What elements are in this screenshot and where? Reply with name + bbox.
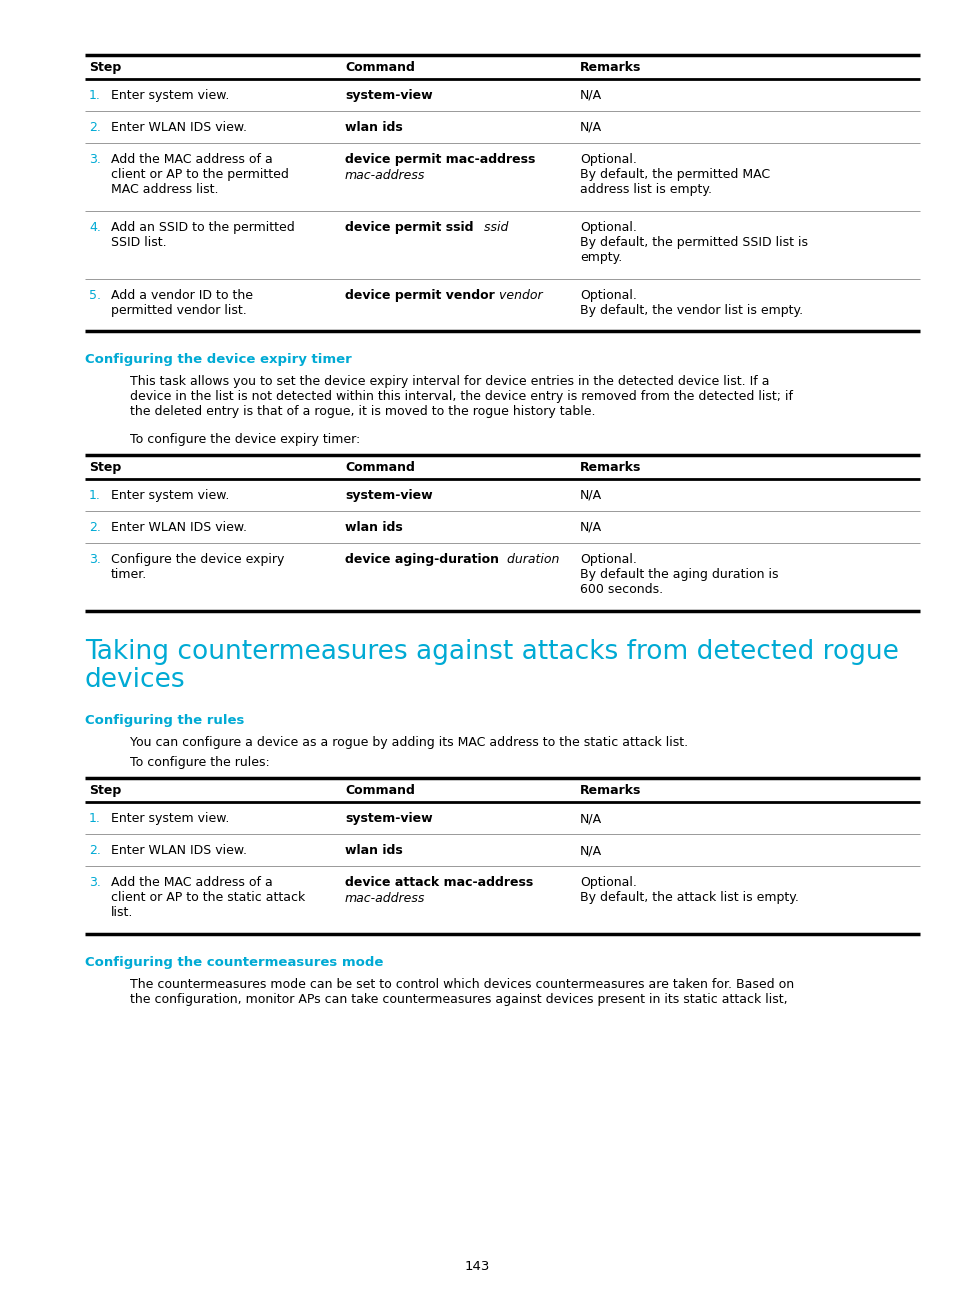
Text: Remarks: Remarks bbox=[579, 784, 640, 797]
Text: Enter system view.: Enter system view. bbox=[111, 813, 229, 826]
Text: wlan ids: wlan ids bbox=[345, 521, 402, 534]
Text: ssid: ssid bbox=[479, 222, 508, 235]
Text: Command: Command bbox=[345, 784, 415, 797]
Text: Enter system view.: Enter system view. bbox=[111, 489, 229, 502]
Text: This task allows you to set the device expiry interval for device entries in the: This task allows you to set the device e… bbox=[130, 375, 792, 419]
Text: Enter system view.: Enter system view. bbox=[111, 89, 229, 102]
Text: 2.: 2. bbox=[89, 844, 101, 857]
Text: Optional.
By default the aging duration is
600 seconds.: Optional. By default the aging duration … bbox=[579, 553, 778, 596]
Text: 1.: 1. bbox=[89, 813, 101, 826]
Text: 4.: 4. bbox=[89, 222, 101, 235]
Text: N/A: N/A bbox=[579, 121, 601, 133]
Text: Taking countermeasures against attacks from detected rogue: Taking countermeasures against attacks f… bbox=[85, 639, 898, 665]
Text: 2.: 2. bbox=[89, 521, 101, 534]
Text: mac-address: mac-address bbox=[345, 892, 425, 905]
Text: Configuring the countermeasures mode: Configuring the countermeasures mode bbox=[85, 956, 383, 969]
Text: Configuring the rules: Configuring the rules bbox=[85, 714, 244, 727]
Text: Configuring the device expiry timer: Configuring the device expiry timer bbox=[85, 353, 352, 365]
Text: N/A: N/A bbox=[579, 844, 601, 857]
Text: device permit vendor: device permit vendor bbox=[345, 289, 495, 302]
Text: device permit mac-address: device permit mac-address bbox=[345, 153, 535, 166]
Text: Remarks: Remarks bbox=[579, 461, 640, 474]
Text: wlan ids: wlan ids bbox=[345, 844, 402, 857]
Text: Add the MAC address of a
client or AP to the static attack
list.: Add the MAC address of a client or AP to… bbox=[111, 876, 305, 919]
Text: Add a vendor ID to the
permitted vendor list.: Add a vendor ID to the permitted vendor … bbox=[111, 289, 253, 318]
Text: Command: Command bbox=[345, 461, 415, 474]
Text: To configure the rules:: To configure the rules: bbox=[130, 756, 270, 769]
Text: Command: Command bbox=[345, 61, 415, 74]
Text: The countermeasures mode can be set to control which devices countermeasures are: The countermeasures mode can be set to c… bbox=[130, 978, 793, 1006]
Text: You can configure a device as a rogue by adding its MAC address to the static at: You can configure a device as a rogue by… bbox=[130, 736, 687, 749]
Text: Optional.
By default, the attack list is empty.: Optional. By default, the attack list is… bbox=[579, 876, 798, 905]
Text: N/A: N/A bbox=[579, 521, 601, 534]
Text: system-view: system-view bbox=[345, 813, 432, 826]
Text: Step: Step bbox=[89, 461, 121, 474]
Text: device aging-duration: device aging-duration bbox=[345, 553, 498, 566]
Text: N/A: N/A bbox=[579, 89, 601, 102]
Text: devices: devices bbox=[85, 667, 186, 693]
Text: Step: Step bbox=[89, 784, 121, 797]
Text: wlan ids: wlan ids bbox=[345, 121, 402, 133]
Text: Add an SSID to the permitted
SSID list.: Add an SSID to the permitted SSID list. bbox=[111, 222, 294, 249]
Text: system-view: system-view bbox=[345, 89, 432, 102]
Text: Remarks: Remarks bbox=[579, 61, 640, 74]
Text: device permit ssid: device permit ssid bbox=[345, 222, 473, 235]
Text: 1.: 1. bbox=[89, 489, 101, 502]
Text: Optional.
By default, the permitted MAC
address list is empty.: Optional. By default, the permitted MAC … bbox=[579, 153, 769, 196]
Text: Optional.
By default, the permitted SSID list is
empty.: Optional. By default, the permitted SSID… bbox=[579, 222, 807, 264]
Text: duration: duration bbox=[502, 553, 558, 566]
Text: Step: Step bbox=[89, 61, 121, 74]
Text: 2.: 2. bbox=[89, 121, 101, 133]
Text: 3.: 3. bbox=[89, 876, 101, 889]
Text: 1.: 1. bbox=[89, 89, 101, 102]
Text: 5.: 5. bbox=[89, 289, 101, 302]
Text: To configure the device expiry timer:: To configure the device expiry timer: bbox=[130, 433, 360, 446]
Text: 3.: 3. bbox=[89, 153, 101, 166]
Text: system-view: system-view bbox=[345, 489, 432, 502]
Text: N/A: N/A bbox=[579, 489, 601, 502]
Text: mac-address: mac-address bbox=[345, 168, 425, 181]
Text: 143: 143 bbox=[464, 1260, 489, 1273]
Text: Enter WLAN IDS view.: Enter WLAN IDS view. bbox=[111, 521, 247, 534]
Text: device attack mac-address: device attack mac-address bbox=[345, 876, 533, 889]
Text: Enter WLAN IDS view.: Enter WLAN IDS view. bbox=[111, 121, 247, 133]
Text: Add the MAC address of a
client or AP to the permitted
MAC address list.: Add the MAC address of a client or AP to… bbox=[111, 153, 289, 196]
Text: Optional.
By default, the vendor list is empty.: Optional. By default, the vendor list is… bbox=[579, 289, 802, 318]
Text: N/A: N/A bbox=[579, 813, 601, 826]
Text: 3.: 3. bbox=[89, 553, 101, 566]
Text: Enter WLAN IDS view.: Enter WLAN IDS view. bbox=[111, 844, 247, 857]
Text: Configure the device expiry
timer.: Configure the device expiry timer. bbox=[111, 553, 284, 581]
Text: vendor: vendor bbox=[495, 289, 542, 302]
